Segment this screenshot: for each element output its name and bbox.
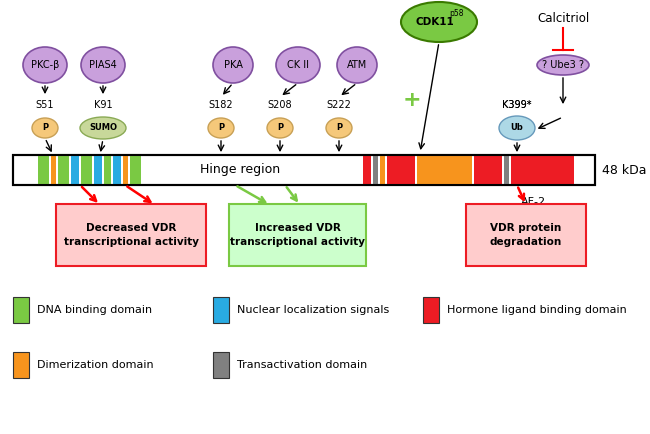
Bar — [104, 155, 111, 185]
Bar — [58, 155, 69, 185]
Text: Nuclear localization signals: Nuclear localization signals — [237, 305, 389, 315]
Text: Calcitriol: Calcitriol — [537, 11, 589, 24]
Bar — [474, 155, 502, 185]
Text: S208: S208 — [268, 100, 293, 110]
Text: Decreased VDR
transcriptional activity: Decreased VDR transcriptional activity — [64, 224, 198, 247]
Bar — [81, 155, 92, 185]
Text: CK II: CK II — [287, 60, 309, 70]
Text: K399*: K399* — [502, 100, 532, 110]
Bar — [213, 352, 229, 378]
Bar — [511, 155, 574, 185]
Text: 48 kDa: 48 kDa — [602, 164, 647, 177]
Bar — [123, 155, 128, 185]
Text: PKC-β: PKC-β — [31, 60, 59, 70]
Bar — [417, 155, 472, 185]
Ellipse shape — [326, 118, 352, 138]
Bar — [51, 155, 56, 185]
Text: Ub: Ub — [511, 124, 523, 132]
Text: ATM: ATM — [347, 60, 367, 70]
Bar — [38, 155, 49, 185]
Bar — [363, 155, 371, 185]
Text: VDR protein
degradation: VDR protein degradation — [490, 224, 562, 247]
Text: SUMO: SUMO — [89, 124, 117, 132]
Text: DNA binding domain: DNA binding domain — [37, 305, 152, 315]
Text: K91: K91 — [94, 100, 112, 110]
FancyBboxPatch shape — [229, 204, 366, 266]
Text: ? Ube3 ?: ? Ube3 ? — [542, 60, 584, 70]
Text: Hormone ligand binding domain: Hormone ligand binding domain — [447, 305, 627, 315]
Ellipse shape — [499, 116, 535, 140]
Text: Dimerization domain: Dimerization domain — [37, 360, 153, 370]
Ellipse shape — [208, 118, 234, 138]
Bar — [13, 155, 595, 185]
Ellipse shape — [213, 47, 253, 83]
Bar — [213, 297, 229, 323]
Bar — [423, 297, 439, 323]
Ellipse shape — [267, 118, 293, 138]
Bar — [380, 155, 385, 185]
Text: S182: S182 — [209, 100, 233, 110]
Text: Hinge region: Hinge region — [200, 164, 280, 177]
Text: S51: S51 — [36, 100, 54, 110]
Ellipse shape — [80, 117, 126, 139]
Text: PIAS4: PIAS4 — [89, 60, 117, 70]
FancyBboxPatch shape — [56, 204, 206, 266]
Text: K399*: K399* — [502, 100, 532, 110]
Ellipse shape — [537, 55, 589, 75]
Bar — [13, 297, 29, 323]
Bar — [113, 155, 121, 185]
Ellipse shape — [337, 47, 377, 83]
Text: P: P — [218, 124, 224, 132]
Text: P: P — [336, 124, 342, 132]
Text: P: P — [277, 124, 283, 132]
FancyBboxPatch shape — [466, 204, 586, 266]
Bar — [13, 155, 595, 185]
Bar — [504, 155, 509, 185]
Bar — [130, 155, 141, 185]
Ellipse shape — [81, 47, 125, 83]
Bar — [94, 155, 102, 185]
Text: AF-2: AF-2 — [521, 197, 545, 207]
Bar — [13, 352, 29, 378]
Text: P: P — [42, 124, 48, 132]
Text: S222: S222 — [326, 100, 352, 110]
Bar — [373, 155, 378, 185]
Ellipse shape — [401, 2, 477, 42]
Text: p58: p58 — [450, 10, 464, 19]
Bar — [71, 155, 79, 185]
Text: Transactivation domain: Transactivation domain — [237, 360, 367, 370]
Text: Increased VDR
transcriptional activity: Increased VDR transcriptional activity — [230, 224, 365, 247]
Text: +: + — [403, 90, 421, 110]
Text: PKA: PKA — [224, 60, 242, 70]
Ellipse shape — [23, 47, 67, 83]
Text: CDK11: CDK11 — [415, 17, 454, 27]
Ellipse shape — [32, 118, 58, 138]
Ellipse shape — [276, 47, 320, 83]
Bar — [387, 155, 415, 185]
